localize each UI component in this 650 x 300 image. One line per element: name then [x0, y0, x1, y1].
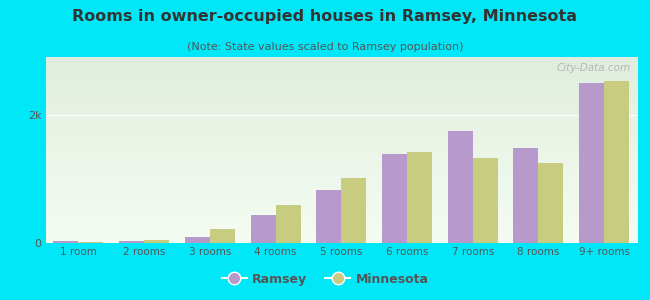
Bar [473, 158, 498, 243]
Bar [538, 163, 564, 243]
Bar [579, 83, 604, 243]
Text: City-Data.com: City-Data.com [557, 63, 631, 73]
Text: Rooms in owner-occupied houses in Ramsey, Minnesota: Rooms in owner-occupied houses in Ramsey… [73, 9, 577, 24]
Bar [514, 148, 538, 243]
Bar [382, 154, 407, 243]
Bar [407, 152, 432, 243]
Bar [210, 229, 235, 243]
Bar [250, 215, 276, 243]
Bar [341, 178, 366, 243]
Bar [144, 240, 169, 243]
Bar [53, 242, 79, 243]
Bar [276, 205, 300, 243]
Bar [79, 242, 103, 243]
Bar [119, 242, 144, 243]
Bar [448, 131, 473, 243]
Bar [317, 190, 341, 243]
Bar [604, 81, 629, 243]
Legend: Ramsey, Minnesota: Ramsey, Minnesota [216, 268, 434, 291]
Text: (Note: State values scaled to Ramsey population): (Note: State values scaled to Ramsey pop… [187, 42, 463, 52]
Bar [185, 237, 210, 243]
